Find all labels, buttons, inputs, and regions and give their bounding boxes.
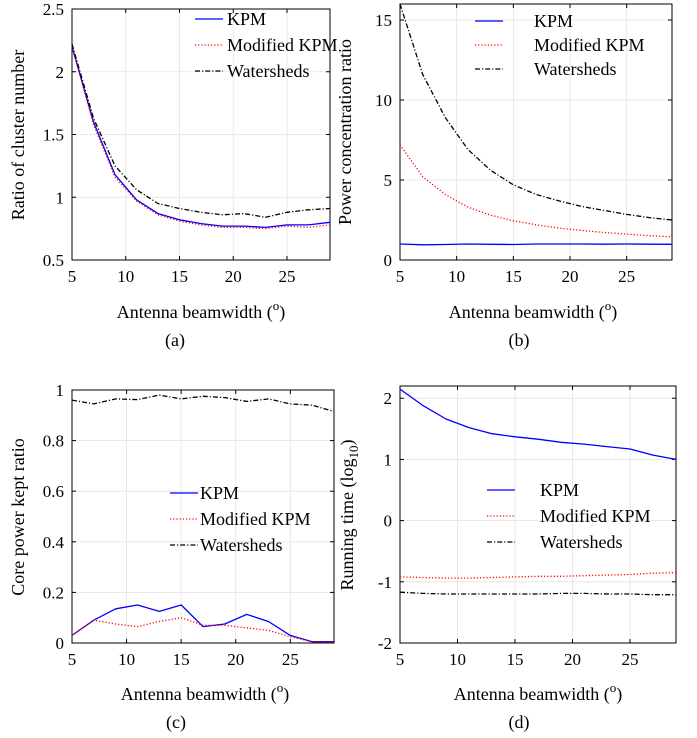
legend: KPM Modified KPM Watersheds <box>475 11 645 79</box>
legend-label: KPM <box>534 11 573 31</box>
legend-label: KPM <box>540 480 579 500</box>
x-tick-label: 15 <box>505 267 522 286</box>
y-axis-label: Power concentration ratio <box>335 39 355 225</box>
y-tick-label: 1 <box>384 450 393 469</box>
x-tick-label: 10 <box>449 650 466 669</box>
y-tick-label: 0 <box>384 251 393 270</box>
panel-caption: (c) <box>166 712 186 733</box>
panel-caption: (b) <box>509 330 530 351</box>
x-tick-label: 5 <box>396 650 405 669</box>
series-line-modified-kpm <box>71 46 331 230</box>
x-tick-label: 15 <box>171 267 188 286</box>
legend-label: KPM <box>227 9 266 29</box>
legend-label: Watersheds <box>227 61 310 81</box>
y-tick-label: 0.8 <box>43 432 64 451</box>
plot-frame <box>399 3 673 261</box>
x-tick-label: 10 <box>117 267 134 286</box>
x-tick-label: 25 <box>279 267 296 286</box>
chart-panel-4: 5 10 15 20 25 -2 -1 0 1 2 KPM Modified KPM Watershed… <box>337 385 677 733</box>
legend-label: KPM <box>200 483 239 503</box>
x-tick-label: 10 <box>118 650 135 669</box>
chart-panel-1: 5 10 15 20 25 0.5 1 1.5 2 2.5 KPM Modified KPM Water… <box>8 0 338 351</box>
chart-panel-3: 5 10 15 20 25 0 0.2 0.4 0.6 0.8 1 KPM Modified KPM Wa… <box>8 381 335 733</box>
x-tick-label: 5 <box>68 650 77 669</box>
series-line-watersheds <box>399 591 676 596</box>
series-line-watersheds <box>399 3 673 221</box>
y-tick-label: 10 <box>375 91 392 110</box>
y-tick-label: 1 <box>56 381 65 400</box>
y-tick-label: 5 <box>384 171 393 190</box>
legend-label: Watersheds <box>534 59 617 79</box>
y-tick-label: 1 <box>56 188 65 207</box>
y-tick-label: 15 <box>375 11 392 30</box>
x-axis-label: Antenna beamwidth (o) <box>121 680 289 705</box>
panel-caption: (a) <box>165 330 185 351</box>
plot-frame <box>71 389 335 644</box>
legend-label: Modified KPM <box>227 35 338 55</box>
legend: KPM Modified KPM Watersheds <box>195 9 338 81</box>
y-axis-label: Running time (log10) <box>337 440 361 591</box>
legend: KPM Modified KPM Watersheds <box>487 480 651 552</box>
y-tick-label: -2 <box>378 634 392 653</box>
x-tick-label: 25 <box>618 267 635 286</box>
y-tick-label: 2 <box>56 63 65 82</box>
legend-label: Watersheds <box>200 535 283 555</box>
x-tick-label: 25 <box>622 650 639 669</box>
series-line-kpm <box>71 46 331 229</box>
series-line-modified-kpm <box>399 571 677 579</box>
y-tick-label: 0 <box>56 634 65 653</box>
y-tick-label: 0.2 <box>43 583 64 602</box>
x-axis-label: Antenna beamwidth (o) <box>454 680 622 705</box>
x-tick-label: 20 <box>227 650 244 669</box>
series-line-kpm <box>399 388 677 461</box>
x-tick-label: 20 <box>225 267 242 286</box>
series-line-watersheds <box>71 43 331 218</box>
x-tick-label: 15 <box>173 650 190 669</box>
x-tick-label: 10 <box>448 267 465 286</box>
y-tick-label: 1.5 <box>43 126 64 145</box>
panel-caption: (d) <box>509 712 530 733</box>
x-axis-label: Antenna beamwidth (o) <box>449 298 617 323</box>
y-tick-label: 2 <box>384 389 393 408</box>
x-tick-label: 15 <box>507 650 524 669</box>
x-tick-label: 20 <box>564 650 581 669</box>
y-tick-label: -1 <box>378 573 392 592</box>
y-tick-label: 0.4 <box>43 533 65 552</box>
x-tick-label: 20 <box>562 267 579 286</box>
x-axis-label: Antenna beamwidth (o) <box>117 298 285 323</box>
legend-label: Modified KPM <box>200 509 311 529</box>
legend-label: Watersheds <box>540 532 623 552</box>
series-line-watersheds <box>71 394 335 413</box>
series-line-kpm <box>399 243 673 246</box>
y-axis-label: Core power kept ratio <box>8 438 28 595</box>
y-tick-label: 0.6 <box>43 482 64 501</box>
y-tick-label: 0.5 <box>43 251 64 270</box>
y-tick-label: 0 <box>384 512 393 531</box>
legend-label: Modified KPM <box>540 506 651 526</box>
series-line-kpm <box>71 604 334 643</box>
x-tick-label: 5 <box>396 267 405 286</box>
series-line-modified-kpm <box>71 617 334 643</box>
x-tick-label: 25 <box>282 650 299 669</box>
y-axis-label: Ratio of cluster number <box>8 50 28 220</box>
x-tick-label: 5 <box>68 267 77 286</box>
y-tick-label: 2.5 <box>43 0 64 19</box>
series-line-modified-kpm <box>399 144 673 238</box>
legend-label: Modified KPM <box>534 35 645 55</box>
plot-frame <box>399 385 677 644</box>
legend: KPM Modified KPM Watersheds <box>170 483 311 555</box>
